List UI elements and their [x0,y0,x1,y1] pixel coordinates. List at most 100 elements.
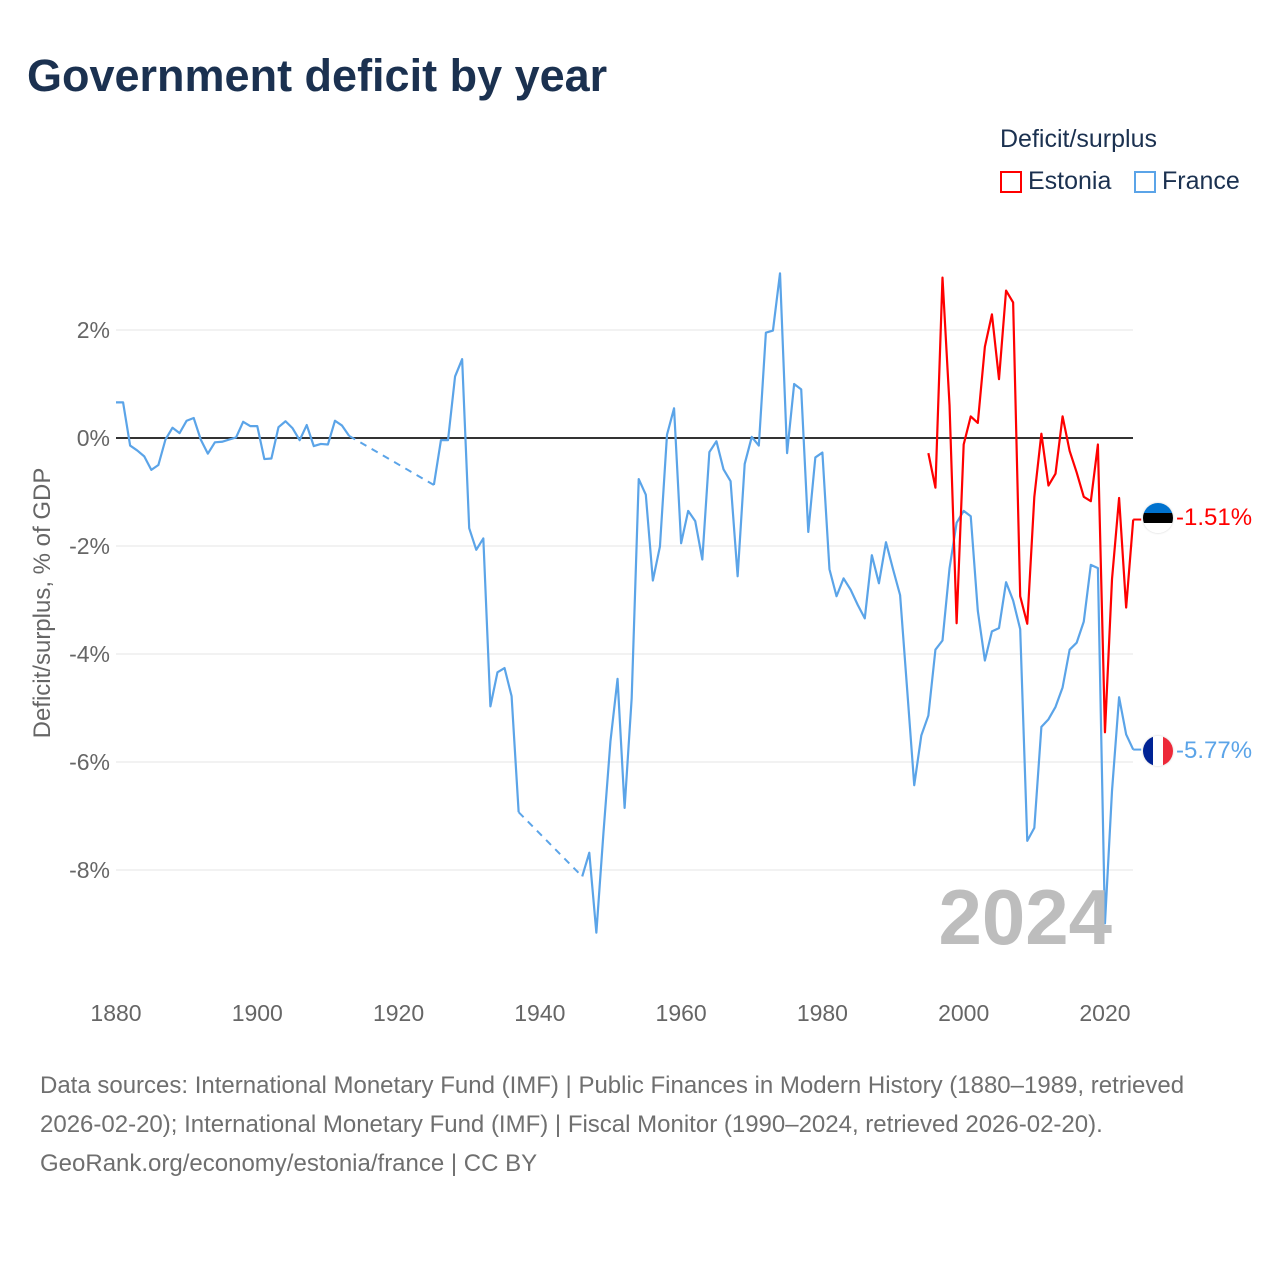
data-point-france[interactable] [749,434,755,440]
data-point-estonia[interactable] [1038,431,1044,437]
data-point-france[interactable] [622,805,628,811]
data-point-france[interactable] [593,930,599,936]
data-point-france[interactable] [466,525,472,531]
data-point-estonia[interactable] [947,403,953,409]
data-point-france[interactable] [989,628,995,634]
data-point-france[interactable] [925,713,931,719]
data-point-estonia[interactable] [968,413,974,419]
data-point-estonia[interactable] [1017,593,1023,599]
data-point-france[interactable] [975,608,981,614]
data-point-france[interactable] [657,544,663,550]
data-point-france[interactable] [1031,825,1037,831]
data-point-france[interactable] [1060,684,1066,690]
data-point-estonia[interactable] [1102,729,1108,735]
data-point-france[interactable] [1088,562,1094,568]
data-point-france[interactable] [685,508,691,514]
data-point-france[interactable] [713,438,719,444]
data-point-france[interactable] [1010,598,1016,604]
data-point-france[interactable] [728,478,734,484]
data-point-estonia[interactable] [1060,413,1066,419]
data-point-estonia[interactable] [939,275,945,281]
legend-item-france[interactable]: France [1134,167,1240,196]
data-point-france[interactable] [1109,788,1115,794]
data-point-france[interactable] [177,430,183,436]
data-point-estonia[interactable] [989,311,995,317]
data-point-france[interactable] [473,547,479,553]
data-point-france[interactable] [615,676,621,682]
data-point-france[interactable] [664,432,670,438]
data-point-france[interactable] [939,638,945,644]
data-point-estonia[interactable] [1074,470,1080,476]
data-point-france[interactable] [1053,704,1059,710]
data-point-france[interactable] [855,602,861,608]
data-point-france[interactable] [212,439,218,445]
data-point-france[interactable] [841,575,847,581]
data-point-estonia[interactable] [975,420,981,426]
data-point-estonia[interactable] [932,485,938,491]
data-point-france[interactable] [332,418,338,424]
data-point-france[interactable] [918,733,924,739]
data-point-france[interactable] [261,456,267,462]
data-point-france[interactable] [1024,838,1030,844]
data-point-france[interactable] [869,552,875,558]
data-point-france[interactable] [784,450,790,456]
data-point-france[interactable] [247,423,253,429]
data-point-france[interactable] [170,425,176,431]
data-point-france[interactable] [770,328,776,334]
data-point-france[interactable] [791,381,797,387]
data-point-france[interactable] [268,456,274,462]
data-point-france[interactable] [148,467,154,473]
data-point-france[interactable] [996,625,1002,631]
data-point-france[interactable] [805,529,811,535]
data-point-france[interactable] [127,443,133,449]
data-point-france[interactable] [155,462,161,468]
data-point-france[interactable] [1123,731,1129,737]
data-point-france[interactable] [1116,694,1122,700]
data-point-france[interactable] [339,423,345,429]
data-point-france[interactable] [897,592,903,598]
data-point-france[interactable] [890,566,896,572]
data-point-france[interactable] [834,593,840,599]
data-point-france[interactable] [883,539,889,545]
data-point-france[interactable] [798,386,804,392]
data-point-france[interactable] [904,687,910,693]
data-point-france[interactable] [600,830,606,836]
data-point-france[interactable] [636,476,642,482]
data-point-estonia[interactable] [1010,299,1016,305]
data-point-france[interactable] [947,565,953,571]
data-point-france[interactable] [283,418,289,424]
data-point-france[interactable] [812,454,818,460]
data-point-france[interactable] [184,418,190,424]
data-point-france[interactable] [1067,647,1073,653]
data-point-france[interactable] [1045,716,1051,722]
data-point-estonia[interactable] [996,376,1002,382]
data-point-france[interactable] [494,669,500,675]
data-point-france[interactable] [198,437,204,443]
data-point-france[interactable] [431,482,437,488]
data-point-france[interactable] [1003,579,1009,585]
data-point-france[interactable] [643,492,649,498]
data-point-france[interactable] [607,738,613,744]
data-point-france[interactable] [586,850,592,856]
data-point-france[interactable] [671,405,677,411]
data-point-france[interactable] [1081,619,1087,625]
data-point-france[interactable] [826,566,832,572]
data-point-estonia[interactable] [1081,494,1087,500]
data-point-france[interactable] [226,437,232,443]
data-point-estonia[interactable] [1116,495,1122,501]
data-point-france[interactable] [502,665,508,671]
data-point-france[interactable] [742,461,748,467]
data-point-estonia[interactable] [1067,448,1073,454]
data-point-france[interactable] [1017,626,1023,632]
data-point-estonia[interactable] [961,441,967,447]
data-point-france[interactable] [1074,640,1080,646]
data-point-france[interactable] [233,434,239,440]
data-point-france[interactable] [275,424,281,430]
data-point-france[interactable] [982,657,988,663]
data-point-france[interactable] [191,415,197,421]
data-point-france[interactable] [678,540,684,546]
data-point-france[interactable] [756,443,762,449]
data-point-france[interactable] [721,466,727,472]
data-point-france[interactable] [692,518,698,524]
data-point-france[interactable] [240,419,246,425]
